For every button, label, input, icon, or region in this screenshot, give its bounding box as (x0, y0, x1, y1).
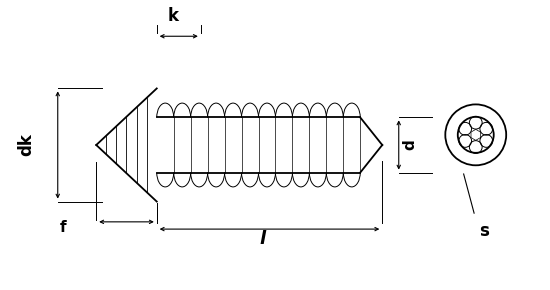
Text: l: l (260, 230, 266, 248)
Text: dk: dk (18, 134, 35, 156)
Text: s: s (479, 222, 489, 240)
Text: k: k (168, 7, 179, 25)
Text: f: f (60, 220, 67, 235)
Text: d: d (402, 139, 417, 151)
